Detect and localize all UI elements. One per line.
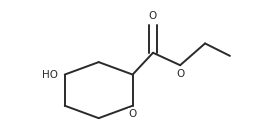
Text: O: O [176, 69, 184, 79]
Text: O: O [129, 109, 137, 119]
Text: HO: HO [42, 70, 58, 80]
Text: O: O [149, 11, 157, 21]
